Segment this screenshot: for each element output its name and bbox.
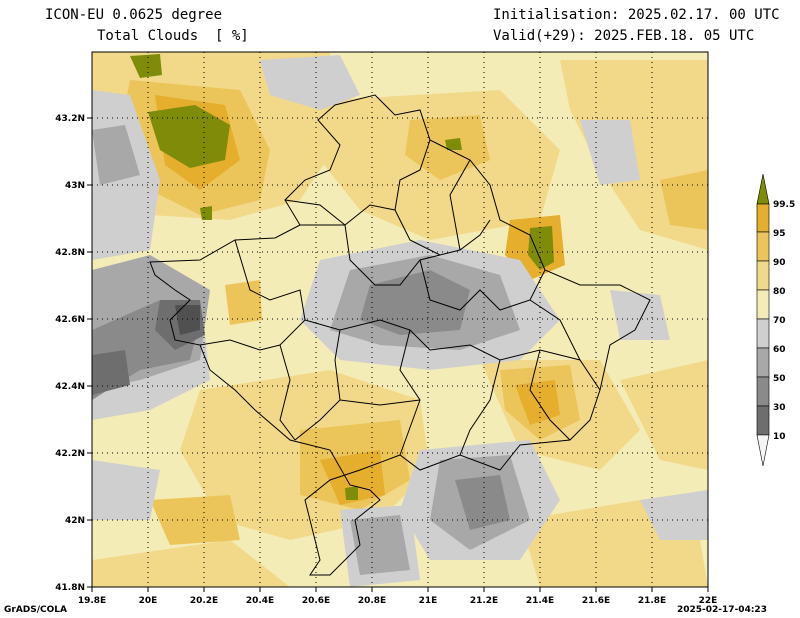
x-tick-label: 21.6E [582, 596, 610, 606]
x-tick-label: 21E [419, 596, 438, 606]
legend-swatch [756, 260, 770, 291]
x-tick-label: 20.8E [358, 596, 386, 606]
lat-lon-grid [92, 52, 708, 587]
legend-label: 50 [773, 374, 786, 384]
legend-swatch [756, 405, 770, 436]
x-tick-label: 19.8E [78, 596, 106, 606]
y-tick-label: 42.6N [55, 315, 85, 325]
x-tick-label: 22E [699, 596, 718, 606]
init-time: Initialisation: 2025.02.17. 00 UTC [493, 7, 780, 23]
x-tick-label: 21.2E [470, 596, 498, 606]
legend-swatch [756, 347, 770, 378]
model-title: ICON-EU 0.0625 degree [45, 7, 223, 23]
x-axis-labels: 19.8E 20E 20.2E 20.4E 20.6E 20.8E 21E 21… [78, 596, 718, 606]
legend-label: 60 [773, 345, 786, 355]
admin-boundaries [149, 94, 651, 576]
y-tick-label: 41.8N [55, 583, 85, 593]
cloud-field [92, 52, 708, 587]
legend-bottom-triangle [756, 434, 770, 467]
x-tick-label: 21.8E [638, 596, 666, 606]
legend-swatch [756, 289, 770, 320]
y-tick-label: 42.4N [55, 382, 85, 392]
legend-swatch [756, 318, 770, 349]
legend-swatch [756, 376, 770, 407]
legend-label: 95 [773, 229, 786, 239]
x-tick-label: 21.4E [526, 596, 554, 606]
y-tick-label: 42N [65, 516, 85, 526]
x-tick-label: 20E [139, 596, 158, 606]
legend-label: 99.5 [773, 200, 795, 210]
x-tick-label: 20.4E [246, 596, 274, 606]
y-tick-label: 42.2N [55, 449, 85, 459]
x-tick-label: 20.2E [190, 596, 218, 606]
footer-credit: GrADS/COLA [4, 605, 67, 615]
legend-swatch [756, 203, 770, 233]
valid-time: Valid(+29): 2025.FEB.18. 05 UTC [493, 28, 755, 44]
y-axis-labels: 43.2N 43N 42.8N 42.6N 42.4N 42.2N 42N 41… [55, 114, 85, 593]
legend-label: 10 [773, 432, 786, 442]
axis-ticks [87, 117, 709, 592]
legend-swatch [756, 231, 770, 262]
legend-labels: 99.5 95 90 80 70 60 50 30 10 [773, 200, 795, 442]
legend-top-triangle [756, 173, 770, 205]
y-tick-label: 43.2N [55, 114, 85, 124]
footer-timestamp: 2025-02-17-04:23 [677, 605, 767, 615]
y-tick-label: 43N [65, 181, 85, 191]
legend-label: 70 [773, 316, 786, 326]
field-title: Total Clouds [ %] [97, 28, 249, 44]
legend-label: 90 [773, 258, 786, 268]
legend-label: 30 [773, 403, 786, 413]
y-tick-label: 42.8N [55, 248, 85, 258]
legend-label: 80 [773, 287, 786, 297]
x-tick-label: 20.6E [302, 596, 330, 606]
color-legend [756, 173, 770, 467]
